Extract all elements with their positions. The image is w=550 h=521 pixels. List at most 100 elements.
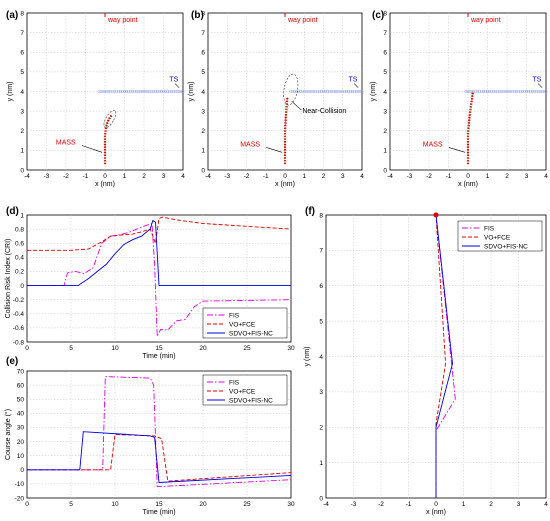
ts-track-point xyxy=(530,89,534,94)
y-tick-label: -10 xyxy=(15,481,25,488)
y-tick-label: 5 xyxy=(383,69,387,76)
y-tick-label: 6 xyxy=(201,50,205,57)
ts-track-point xyxy=(310,89,314,94)
x-tick-label: -1 xyxy=(446,173,452,180)
x-tick-label: 20 xyxy=(199,345,207,352)
ts-track-point xyxy=(335,89,339,94)
ts-track-point xyxy=(327,89,331,94)
y-tick-label: 0 xyxy=(201,167,205,174)
waypoint-label: way point xyxy=(470,17,501,24)
ts-track-point xyxy=(113,89,117,94)
x-tick-label: 3 xyxy=(162,173,166,180)
ts-track-point xyxy=(491,89,495,94)
safety-ellipse xyxy=(283,73,299,106)
ts-track-point xyxy=(160,89,164,94)
y-tick-label: 20 xyxy=(17,439,25,446)
y-tick-label: 5 xyxy=(20,69,24,76)
safety-ellipse xyxy=(103,109,117,128)
y-tick-label: 6 xyxy=(319,283,323,290)
legend: FIS VO+FCE SDVO+FIS-NC xyxy=(202,374,288,406)
x-tick-label: -4 xyxy=(205,173,211,180)
ts-track-point xyxy=(107,89,111,94)
waypoint-label: way point xyxy=(287,17,318,24)
x-tick-label: 25 xyxy=(243,501,251,508)
ts-label: TS xyxy=(349,77,358,84)
ts-track-point xyxy=(146,89,150,94)
ts-pointer xyxy=(174,83,180,88)
x-tick-label: 30 xyxy=(287,345,295,352)
y-tick-label: 8 xyxy=(20,10,24,17)
ts-track-point xyxy=(161,89,166,94)
ts-track-point xyxy=(99,89,103,94)
x-tick-label: 4 xyxy=(181,173,185,180)
ts-track-point xyxy=(515,89,519,94)
ts-track-point xyxy=(152,89,156,94)
ts-track-point xyxy=(165,89,169,94)
ts-track-point xyxy=(169,89,173,94)
x-tick-label: 3 xyxy=(525,173,529,180)
x-axis-label: Time (min) xyxy=(142,353,175,360)
ts-track-point xyxy=(308,89,312,94)
x-tick-label: 0 xyxy=(103,173,107,180)
x-tick-label: 1 xyxy=(486,173,490,180)
ts-track-point xyxy=(320,89,324,94)
ts-track-point xyxy=(130,89,134,94)
series-line-sdvo xyxy=(27,431,292,483)
ts-track-point xyxy=(499,89,503,94)
y-tick-label: 1 xyxy=(201,148,205,155)
ts-track-point xyxy=(171,89,175,94)
x-tick-label: -3 xyxy=(44,173,50,180)
x-tick-label: -1 xyxy=(83,173,89,180)
x-tick-label: -1 xyxy=(263,173,269,180)
ts-track-point xyxy=(360,89,364,94)
ts-track-point xyxy=(540,89,544,94)
x-tick-label: 1 xyxy=(302,173,306,180)
ts-track-point xyxy=(464,89,468,94)
y-axis-label: y (nm) xyxy=(370,82,377,102)
ts-track-point xyxy=(154,89,158,94)
ts-track-point xyxy=(484,89,488,94)
y-tick-label: 0.4 xyxy=(15,255,24,262)
y-tick-label: 40 xyxy=(17,411,25,418)
legend-label: SDVO+FIS-NC xyxy=(484,243,528,250)
x-tick-label: 2 xyxy=(489,501,493,508)
ts-track-point xyxy=(158,89,162,94)
ts-track-point xyxy=(126,89,130,94)
x-tick-label: -1 xyxy=(406,501,412,508)
panel-a: (a) -4 -3 -2 -1 0 1 2 3 4 0 1 2 3 4 5 6 7 8 x (nm) y (nm) way… xyxy=(6,10,185,188)
y-tick-label: 7 xyxy=(201,30,205,37)
ts-track-point xyxy=(122,89,127,94)
y-axis-label: Course angle (°) xyxy=(4,409,12,460)
x-tick-label: 0 xyxy=(466,173,470,180)
y-tick-label: 0.6 xyxy=(15,241,24,248)
ts-track-point xyxy=(291,89,295,94)
y-tick-label: 2 xyxy=(20,128,24,135)
ts-track-point xyxy=(144,89,148,94)
ts-track-point xyxy=(480,89,484,94)
ts-track-point xyxy=(318,89,322,94)
ts-track-point xyxy=(136,89,140,94)
x-tick-label: 4 xyxy=(544,501,548,508)
x-tick-label: -4 xyxy=(387,173,393,180)
panel-label: (e) xyxy=(6,356,18,367)
x-tick-label: 4 xyxy=(360,173,364,180)
ts-track-point xyxy=(103,89,107,94)
ts-track-point xyxy=(511,89,515,94)
mass-track xyxy=(466,91,474,165)
y-tick-label: 0.8 xyxy=(15,226,24,233)
y-tick-label: 8 xyxy=(383,10,387,17)
x-tick-label: 10 xyxy=(111,501,119,508)
y-tick-label: 3 xyxy=(319,389,323,396)
ts-track-point xyxy=(312,89,316,94)
ts-track-point xyxy=(505,89,509,94)
ts-track-point xyxy=(300,89,304,94)
ts-track-point xyxy=(148,89,152,94)
ts-track-point xyxy=(134,89,138,94)
panel-b: (b) -4 -3 -2 -1 0 1 2 3 4 0 1 2 3 4 5 6 7 8 x (nm) y (nm) way… xyxy=(188,10,364,188)
legend-label: FIS xyxy=(229,379,240,386)
y-tick-label: -20 xyxy=(15,495,25,502)
panel-label: (a) xyxy=(6,10,18,21)
ts-track-point xyxy=(323,89,327,94)
y-tick-label: 30 xyxy=(17,425,25,432)
